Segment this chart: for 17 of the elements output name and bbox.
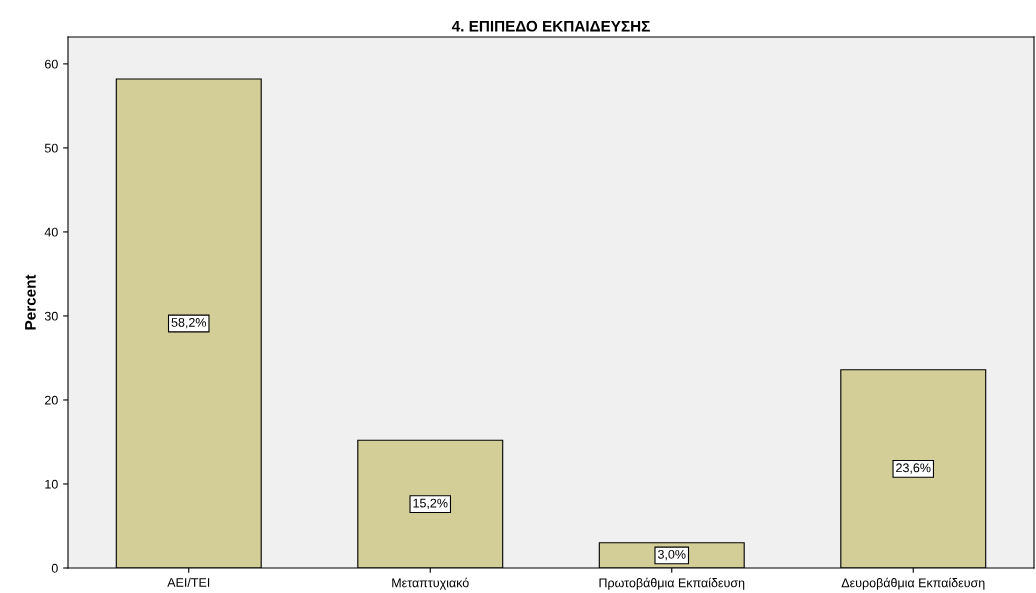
y-tick-label: 0: [51, 563, 58, 573]
data-label: 23,6%: [896, 463, 931, 474]
x-tick-label: ΑΕΙ/ΤΕΙ: [167, 577, 210, 587]
x-tick-label: Δευροβάθμια Εκπαίδευση: [841, 577, 985, 590]
y-tick-label: 60: [45, 59, 58, 69]
y-tick-label: 10: [45, 479, 58, 489]
data-label: 3,0%: [657, 549, 686, 561]
y-tick-label: 20: [45, 395, 58, 405]
x-tick-label: Μεταπτυχιακό: [392, 577, 469, 590]
x-tick-label: Πρωτοβάθμια Εκπαίδευση: [599, 577, 745, 590]
data-label: 15,2%: [413, 498, 448, 509]
y-tick-label: 30: [44, 311, 58, 321]
y-axis-title: Percent: [25, 274, 36, 330]
y-tick-label: 50: [44, 143, 58, 153]
data-label: 58,2%: [171, 318, 207, 329]
chart-title: 4. ΕΠΙΠΕΔΟ ΕΚΠΑΙΔΕΥΣΗΣ: [451, 20, 650, 32]
y-tick-label: 40: [44, 227, 58, 237]
